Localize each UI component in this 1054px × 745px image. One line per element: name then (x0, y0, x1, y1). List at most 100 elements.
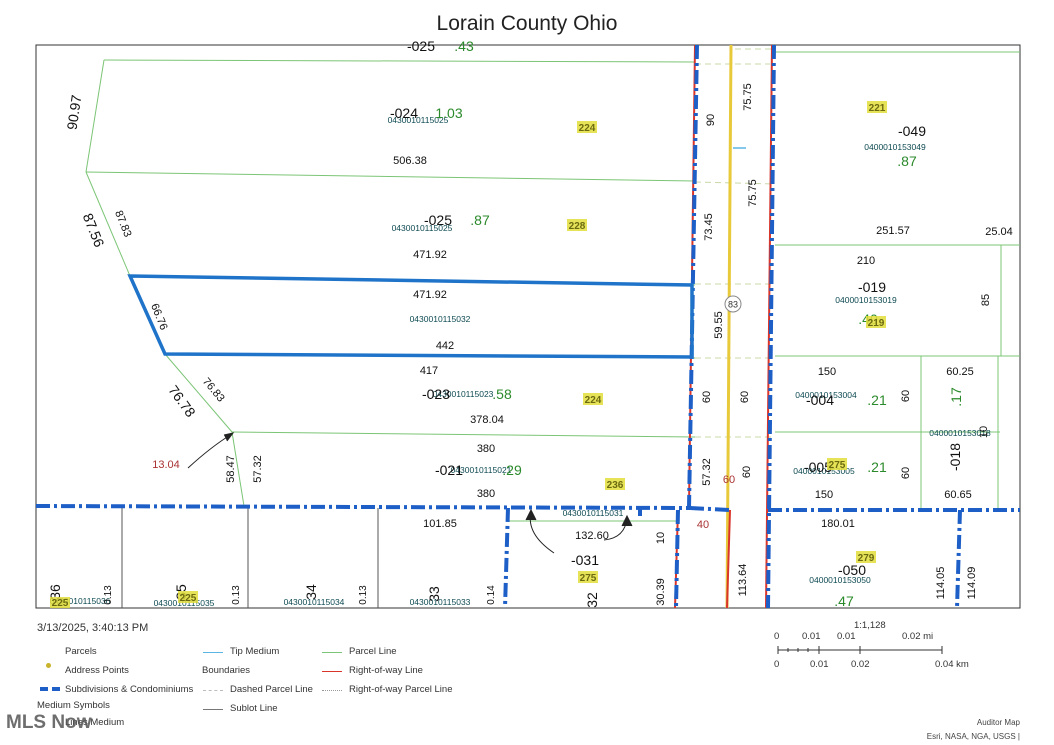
parcel-id-label: -031 (571, 552, 599, 568)
pointer-arrows (187, 432, 633, 554)
dimension-label: 150 (815, 489, 833, 501)
offset-label: 13.04 (152, 459, 180, 471)
acreage-label: .17 (948, 387, 964, 407)
dimension-label: 471.92 (413, 249, 447, 261)
dimension-label: 75.75 (747, 179, 759, 207)
scale-km-tick: 0 (774, 659, 780, 670)
parcel-id-label: -019 (858, 279, 886, 295)
scale-km-tick: 0.04 km (935, 659, 969, 670)
pin-label: 0430010115031 (563, 508, 624, 518)
pin-label: 0430010115023 (433, 389, 494, 399)
acreage-label: .58 (492, 386, 512, 402)
dimension-label: 10 (655, 532, 667, 544)
route-shield-label: 83 (728, 300, 738, 310)
acreage-label: .87 (897, 153, 917, 169)
subdivision-boundaries (35, 44, 1020, 609)
pin-label: 0400010153018 (929, 428, 991, 438)
subdivision-line-icon (40, 687, 60, 691)
dimension-label: 0.14 (486, 585, 497, 605)
map-timestamp: 3/13/2025, 3:40:13 PM (37, 622, 149, 634)
dimension-label: 60 (739, 391, 751, 403)
legend-parcels: Parcels (65, 646, 97, 657)
address-point: 224 (579, 123, 596, 134)
dimension-label: 506.38 (393, 155, 427, 167)
acreage-label: .43 (454, 38, 474, 54)
dimension-label: 60 (701, 391, 713, 403)
legend-address-points: Address Points (65, 665, 129, 676)
dimension-label: 114.09 (966, 567, 978, 600)
parcel-id-label: -025 (407, 38, 435, 54)
pin-label: 0430010115036 (50, 596, 111, 606)
dimension-label: 180.01 (821, 518, 855, 530)
dimension-label: 59.55 (713, 311, 725, 339)
address-point: 225 (52, 598, 69, 609)
pin-label: 0430010115034 (284, 597, 345, 607)
legend-lines-medium: Lines Medium (65, 717, 125, 728)
dimension-label: 0.13 (231, 585, 242, 605)
dimension-label: 90.97 (64, 94, 85, 131)
dimension-label: 75.75 (742, 83, 754, 111)
scale-ratio: 1:1,128 (854, 620, 886, 631)
dimension-label: 251.57 (876, 225, 910, 237)
dimension-label: 30.39 (655, 578, 667, 606)
address-point: 225 (180, 593, 197, 604)
scale-mi-tick: 0 (774, 631, 780, 642)
address-point: 279 (858, 553, 875, 564)
offset-label: 60 (723, 474, 735, 486)
address-point-icon (46, 663, 51, 668)
acreage-label: .21 (867, 459, 887, 475)
acreage-label: .87 (470, 212, 490, 228)
route-shield (724, 295, 742, 313)
dimension-label: 150 (818, 366, 836, 378)
parcel-id-label: 33 (426, 586, 442, 602)
legend-row-parcel-line: Right-of-way Parcel Line (349, 684, 453, 695)
parcel-id-label: 32 (584, 592, 600, 608)
row-parcel-line-icon (322, 690, 342, 691)
parcel-id-label: -024 (390, 105, 418, 121)
dimension-label: 0.13 (358, 585, 369, 605)
dimension-label: 0.13 (103, 585, 114, 605)
pin-label: 0400010153005 (793, 466, 855, 476)
address-point: 236 (607, 480, 624, 491)
acreage-label: .47 (834, 593, 854, 609)
legend-row-line: Right-of-way Line (349, 665, 423, 676)
map-frame (35, 44, 1021, 609)
scale-mi-tick: 0.01 (837, 631, 856, 642)
offset-labels: 13.04 60 40 (152, 459, 735, 531)
pin-label: 0400010153004 (795, 390, 857, 400)
parcel-id-label: -050 (838, 562, 866, 578)
dimension-label: 114.05 (935, 567, 947, 600)
dimension-label: 210 (857, 255, 875, 267)
dimension-label: 417 (420, 365, 438, 377)
acreage-label: .29 (502, 462, 522, 478)
offset-label: 40 (697, 519, 709, 531)
legend-tip-medium: Tip Medium (230, 646, 280, 657)
tip-medium-icon (203, 652, 223, 653)
legend-parcel-line: Parcel Line (349, 646, 397, 657)
parcel-id-label: 36 (47, 584, 63, 600)
pin-label: 0430010115021 (451, 465, 512, 475)
address-point-labels: 224 228 221 219 224 236 275 279 275 225 … (50, 101, 887, 609)
pin-label: 0400010153049 (864, 142, 926, 152)
dimension-label: 58.47 (225, 455, 237, 483)
scale-km-tick: 0.02 (851, 659, 870, 670)
sublot-line-icon (203, 709, 223, 710)
pin-label: 0430010115033 (410, 597, 471, 607)
dimension-label: 442 (436, 340, 454, 352)
legend-medium-symbols: Medium Symbols (37, 700, 110, 711)
dimension-label: 60.65 (944, 489, 972, 501)
credit-attribution: Esri, NASA, NGA, USGS | (926, 732, 1020, 741)
acreage-label: .21 (867, 392, 887, 408)
parcel-id-label: -018 (947, 443, 963, 471)
dimension-label: 60 (900, 390, 912, 402)
parcel-pin-labels: 0430010115025 0430010115025 040001015304… (50, 115, 991, 608)
address-point: 275 (580, 573, 597, 584)
legend-sublot-line: Sublot Line (230, 703, 278, 714)
subject-parcel-outline[interactable] (127, 274, 694, 359)
pin-label: 0430010115032 (410, 314, 471, 324)
parcel-id-label: 34 (303, 584, 319, 600)
row-line-icon (322, 671, 342, 672)
dimension-label: 85 (980, 294, 992, 306)
legend-dashed-parcel-line: Dashed Parcel Line (230, 684, 313, 695)
